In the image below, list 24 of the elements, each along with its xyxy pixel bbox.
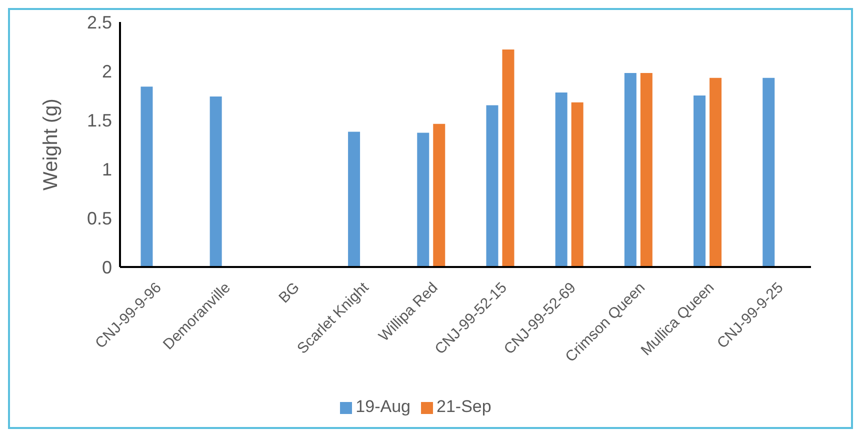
- bar: [571, 102, 584, 267]
- legend-label: 21-Sep: [436, 397, 492, 416]
- bar: [140, 86, 153, 267]
- y-tick-label: 0: [102, 257, 112, 278]
- legend-label: 19-Aug: [356, 397, 410, 416]
- bar: [486, 105, 498, 267]
- y-tick-label: 1.5: [86, 110, 112, 130]
- bar: [640, 72, 652, 267]
- x-tick-label: BG: [276, 279, 304, 307]
- y-axis-title: Weight (g): [40, 98, 62, 190]
- y-tick-label: 2: [102, 61, 112, 82]
- bar: [502, 49, 514, 267]
- bar: [624, 72, 636, 267]
- bar: [555, 92, 568, 267]
- bar: [417, 132, 430, 267]
- bar: [210, 96, 222, 267]
- bar: [348, 132, 360, 267]
- y-tick-label: 0.5: [86, 208, 112, 228]
- y-tick-label: 2.5: [86, 12, 112, 32]
- bar: [710, 78, 722, 267]
- bar: [762, 78, 775, 267]
- y-tick-label: 1: [102, 159, 112, 180]
- bar: [694, 96, 706, 267]
- bar: [433, 124, 446, 267]
